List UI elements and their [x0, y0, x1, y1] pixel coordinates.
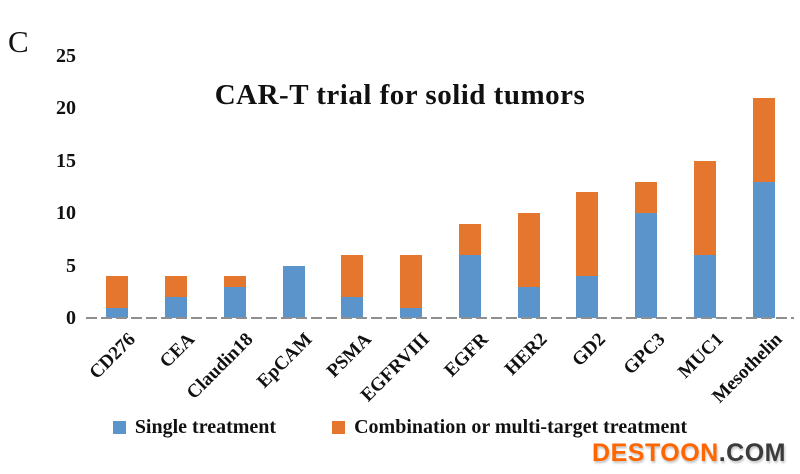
- bar-her2: [517, 213, 540, 318]
- bar-segment-combination: [458, 223, 481, 256]
- watermark-name: DESTOON: [592, 439, 719, 467]
- bar-segment-single: [223, 286, 246, 318]
- y-tick-25: 25: [56, 45, 76, 67]
- bar-gd2: [576, 192, 599, 318]
- bar-segment-combination: [576, 192, 599, 277]
- y-tick-15: 15: [56, 149, 76, 172]
- bar-egfrviii: [400, 255, 423, 318]
- bar-claudin18: [223, 276, 246, 318]
- y-tick-5: 5: [66, 254, 76, 277]
- x-tick-psma: PSMA: [322, 329, 376, 382]
- legend-label-single-treatment: Single treatment: [134, 416, 277, 438]
- legend-swatch-orange: [332, 421, 346, 434]
- watermark: DESTOON.COM: [592, 439, 786, 468]
- y-tick-10: 10: [56, 202, 76, 225]
- bar-egfr: [458, 223, 481, 318]
- bar-segment-single: [282, 265, 305, 318]
- bar-segment-single: [341, 297, 364, 318]
- x-tick-egfr: EGFR: [440, 329, 493, 382]
- bar-segment-single: [693, 255, 716, 318]
- bar-segment-single: [106, 307, 129, 318]
- panel-label: C: [8, 24, 29, 59]
- bar-mesothelin: [752, 97, 775, 318]
- x-tick-gd2: GD2: [568, 329, 611, 371]
- bar-segment-combination: [517, 213, 540, 287]
- legend: Single treatment Combination or multi-ta…: [0, 416, 800, 439]
- bar-muc1: [693, 160, 716, 318]
- bar-segment-single: [576, 276, 599, 318]
- plot-area: [88, 56, 793, 318]
- bar-segment-combination: [165, 276, 188, 298]
- legend-item-single-treatment: Single treatment: [112, 416, 277, 439]
- bar-segment-combination: [400, 255, 423, 308]
- bar-segment-combination: [635, 181, 658, 214]
- bar-gpc3: [635, 181, 658, 318]
- bar-segment-single: [752, 181, 775, 318]
- bar-epcam: [282, 265, 305, 318]
- bar-segment-combination: [106, 276, 129, 308]
- x-tick-her2: HER2: [500, 329, 552, 380]
- bar-segment-combination: [693, 160, 716, 256]
- x-tick-cea: CEA: [155, 329, 199, 373]
- legend-item-combination-treatment: Combination or multi-target treatment: [332, 416, 687, 439]
- x-tick-epcam: EpCAM: [253, 329, 317, 393]
- bar-segment-single: [635, 213, 658, 318]
- y-tick-20: 20: [56, 97, 76, 120]
- x-axis-line: [86, 317, 794, 319]
- bar-cd276: [106, 276, 129, 318]
- legend-swatch-blue: [112, 421, 126, 434]
- x-tick-cd276: CD276: [85, 329, 141, 384]
- bar-segment-single: [400, 307, 423, 318]
- bar-segment-single: [517, 286, 540, 318]
- bar-segment-single: [165, 297, 188, 318]
- chart-title: CAR-T trial for solid tumors: [214, 79, 586, 111]
- watermark-suffix: .COM: [718, 439, 786, 467]
- bar-segment-single: [458, 255, 481, 318]
- bar-cea: [165, 276, 188, 318]
- legend-label-combination-treatment: Combination or multi-target treatment: [354, 416, 688, 438]
- bar-segment-combination: [752, 97, 775, 182]
- bar-psma: [341, 255, 364, 318]
- y-tick-0: 0: [66, 307, 76, 329]
- x-tick-muc1: MUC1: [674, 329, 728, 383]
- bar-segment-combination: [341, 255, 364, 298]
- x-tick-gpc3: GPC3: [619, 329, 669, 379]
- bar-segment-combination: [223, 276, 246, 287]
